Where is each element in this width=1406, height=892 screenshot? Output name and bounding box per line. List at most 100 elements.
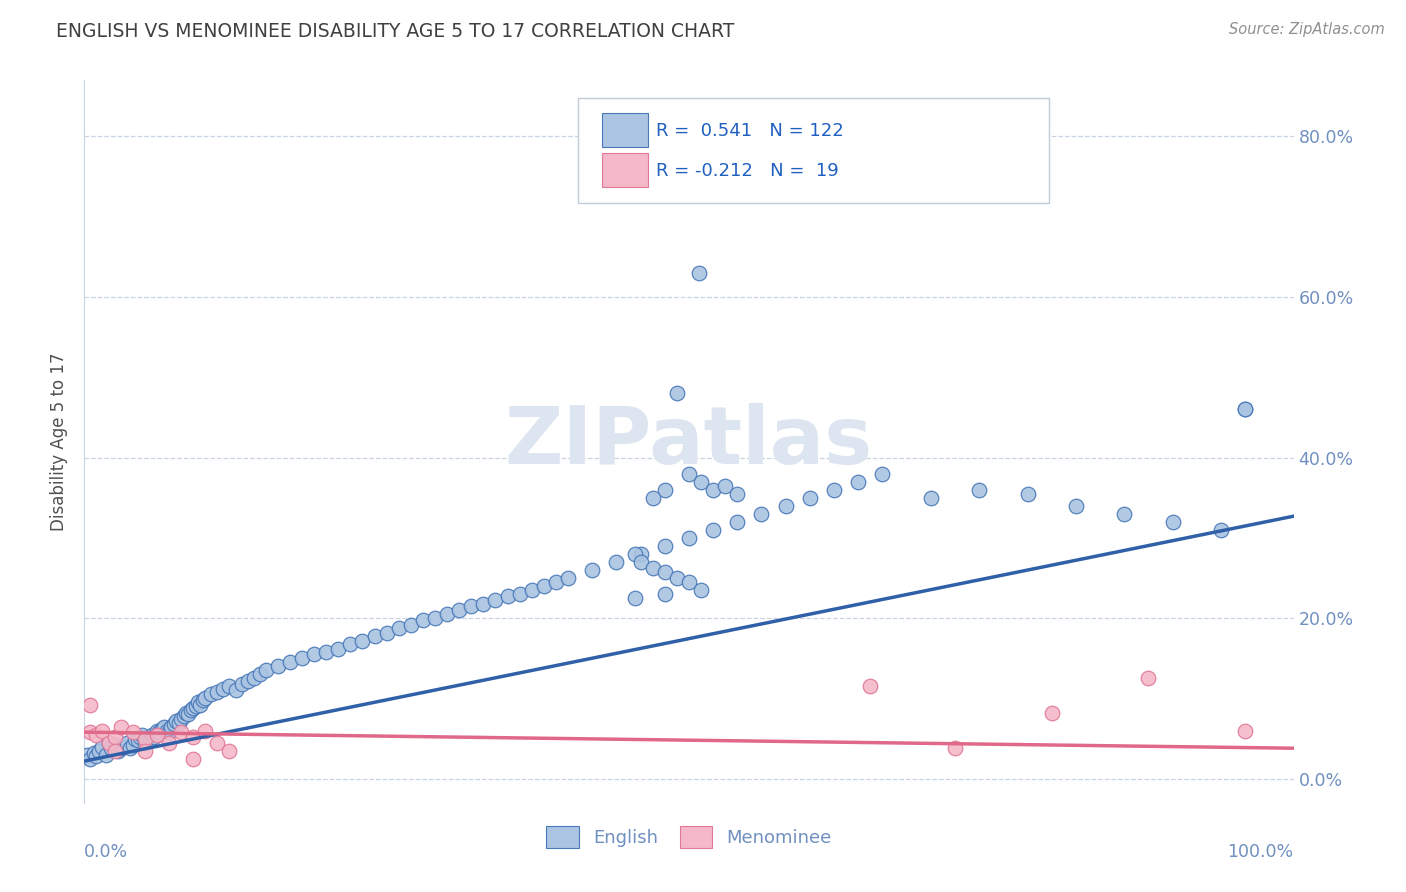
Point: [143, 730, 166, 744]
Point: [315, 645, 337, 659]
Point: [339, 637, 361, 651]
Point: [533, 579, 555, 593]
Point: [236, 673, 259, 688]
Point: [509, 587, 531, 601]
Point: [678, 574, 700, 589]
Text: Source: ZipAtlas.com: Source: ZipAtlas.com: [1229, 22, 1385, 37]
Point: [436, 607, 458, 621]
Point: [725, 515, 748, 529]
Point: [623, 591, 645, 605]
Point: [218, 680, 240, 694]
Point: [799, 491, 821, 505]
Point: [557, 571, 579, 585]
Point: [129, 730, 152, 744]
Point: [254, 664, 277, 678]
Point: [1017, 487, 1039, 501]
Point: [138, 733, 160, 747]
Point: [170, 725, 193, 739]
Point: [184, 699, 207, 714]
Point: [654, 539, 676, 553]
Point: [496, 589, 519, 603]
Point: [302, 648, 325, 662]
Point: [375, 625, 398, 640]
Legend: English, Menominee: English, Menominee: [538, 819, 839, 855]
Point: [181, 751, 204, 765]
Point: [623, 547, 645, 561]
Point: [173, 709, 195, 723]
Point: [91, 739, 114, 754]
Point: [690, 475, 713, 489]
Point: [79, 751, 101, 765]
Point: [449, 603, 471, 617]
Point: [194, 723, 217, 738]
Point: [131, 728, 153, 742]
Point: [157, 725, 180, 739]
Y-axis label: Disability Age 5 to 17: Disability Age 5 to 17: [51, 352, 69, 531]
Point: [121, 725, 143, 739]
Point: [605, 555, 627, 569]
Point: [153, 719, 176, 733]
FancyBboxPatch shape: [602, 112, 648, 147]
Point: [641, 561, 664, 575]
FancyBboxPatch shape: [602, 153, 648, 187]
Point: [1234, 402, 1257, 417]
Point: [665, 386, 688, 401]
Point: [654, 565, 676, 579]
Point: [194, 691, 217, 706]
Point: [207, 685, 229, 699]
Point: [1114, 507, 1136, 521]
Point: [231, 677, 253, 691]
Point: [690, 583, 713, 598]
Point: [520, 583, 543, 598]
Point: [94, 747, 117, 762]
Point: [212, 681, 235, 696]
Point: [146, 728, 169, 742]
Point: [83, 746, 105, 760]
Point: [630, 547, 652, 561]
Point: [120, 741, 142, 756]
Point: [187, 696, 209, 710]
Point: [630, 555, 652, 569]
Point: [146, 723, 169, 738]
Point: [79, 698, 101, 712]
Point: [207, 735, 229, 749]
Point: [134, 744, 156, 758]
Point: [412, 613, 434, 627]
Point: [155, 723, 177, 738]
Point: [363, 629, 385, 643]
Point: [423, 611, 446, 625]
Point: [1234, 723, 1257, 738]
Point: [399, 617, 422, 632]
Point: [79, 725, 101, 739]
Point: [920, 491, 942, 505]
Point: [751, 507, 773, 521]
Point: [112, 739, 135, 754]
Point: [200, 687, 222, 701]
Point: [124, 731, 146, 746]
Point: [148, 725, 170, 739]
Point: [846, 475, 869, 489]
Point: [157, 735, 180, 749]
Point: [180, 703, 202, 717]
Point: [702, 483, 724, 497]
Point: [167, 715, 190, 730]
Point: [160, 719, 183, 733]
Point: [688, 266, 710, 280]
Point: [150, 722, 173, 736]
Point: [654, 587, 676, 601]
Point: [714, 478, 737, 492]
Point: [654, 483, 676, 497]
Point: [267, 659, 290, 673]
Point: [134, 731, 156, 746]
Point: [165, 714, 187, 728]
Text: R = -0.212   N =  19: R = -0.212 N = 19: [657, 161, 839, 179]
Point: [581, 563, 603, 577]
Point: [181, 730, 204, 744]
Point: [943, 741, 966, 756]
Point: [163, 717, 186, 731]
Point: [641, 491, 664, 505]
Point: [1161, 515, 1184, 529]
Point: [225, 683, 247, 698]
Point: [97, 735, 120, 749]
Point: [104, 730, 127, 744]
